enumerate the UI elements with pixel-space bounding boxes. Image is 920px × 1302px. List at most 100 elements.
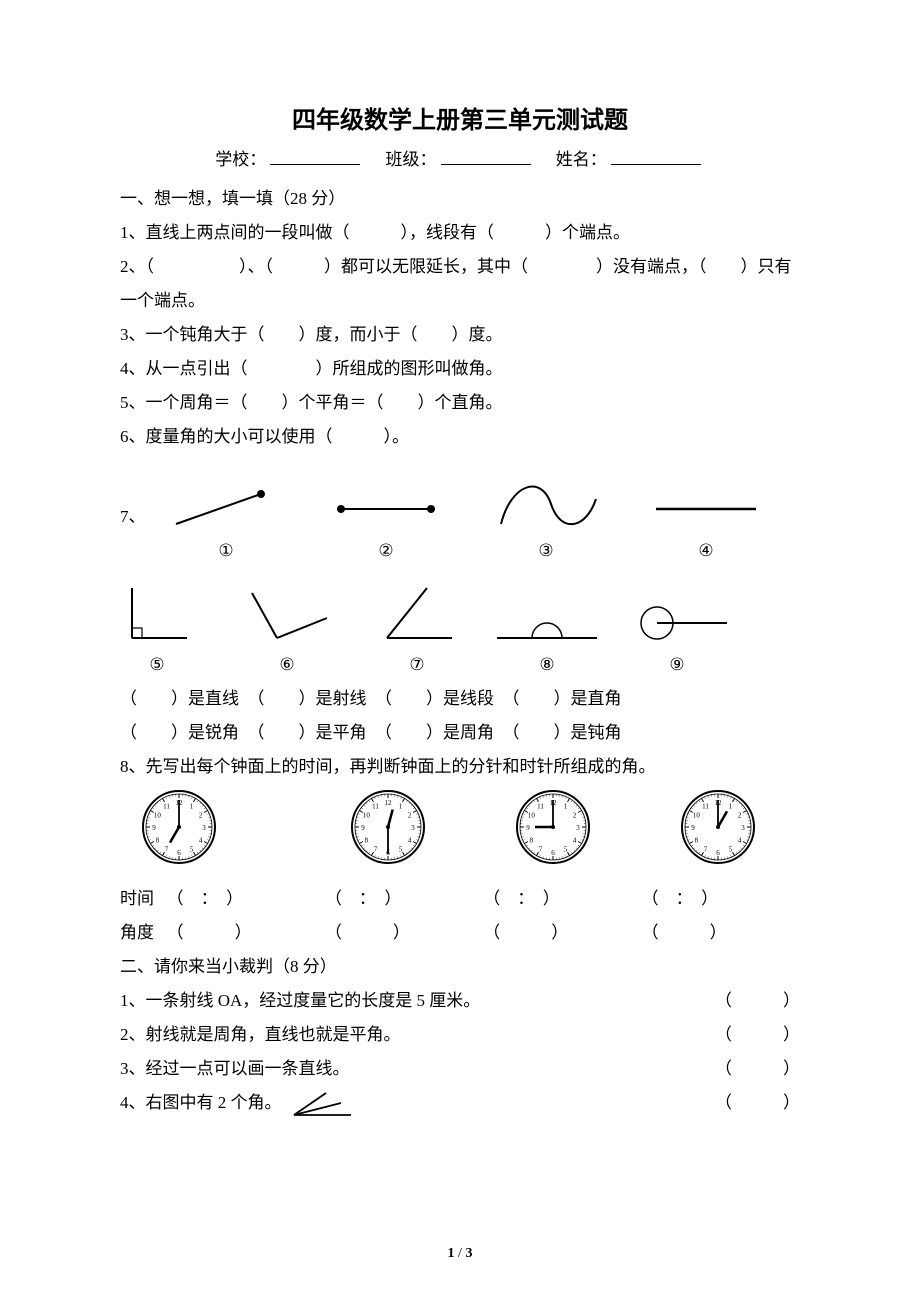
svg-text:9: 9 [361, 824, 365, 832]
fig-label-7: ⑦ [352, 648, 482, 682]
time-cell: （ ： ） [167, 882, 325, 916]
name-blank [611, 164, 701, 165]
svg-text:2: 2 [572, 812, 576, 820]
class-label: 班级： [386, 150, 437, 169]
svg-text:11: 11 [372, 802, 379, 810]
page-footer: 1 / 3 [0, 1246, 920, 1262]
q7-figures: 7、 [120, 464, 800, 682]
svg-text:8: 8 [364, 837, 368, 845]
svg-text:1: 1 [563, 802, 567, 810]
judge-paren: （ ） [700, 984, 800, 1018]
svg-text:3: 3 [411, 824, 415, 832]
segment-icon [326, 484, 446, 534]
svg-text:6: 6 [551, 849, 555, 857]
clock-1: 123456789101112 [120, 788, 305, 878]
fig-7 [352, 578, 482, 648]
svg-text:11: 11 [163, 802, 170, 810]
svg-text:6: 6 [716, 849, 720, 857]
section-2-heading: 二、请你来当小裁判（8 分） [120, 950, 800, 984]
svg-text:9: 9 [152, 824, 156, 832]
svg-text:9: 9 [691, 824, 695, 832]
svg-text:1: 1 [398, 802, 402, 810]
student-info-line: 学校： 班级： 姓名： [120, 145, 800, 170]
judge-text: 1、一条射线 OA，经过度量它的长度是 5 厘米。 [120, 984, 700, 1018]
q6: 6、度量角的大小可以使用（ ）。 [120, 420, 800, 454]
angle-row: 角度 （ ） （ ） （ ） （ ） [120, 916, 800, 950]
clock-icon: 123456789101112 [514, 788, 592, 866]
q5: 5、一个周角＝（ ）个平角＝（ ）个直角。 [120, 386, 800, 420]
judge-paren: （ ） [700, 1052, 800, 1086]
angle-cell: （ ） [167, 916, 325, 950]
svg-text:4: 4 [572, 837, 576, 845]
svg-text:10: 10 [362, 812, 370, 820]
svg-text:10: 10 [692, 812, 700, 820]
page-current: 1 [448, 1246, 455, 1261]
judge-item-4: 4、右图中有 2 个角。 （ ） [120, 1086, 800, 1120]
svg-text:8: 8 [694, 837, 698, 845]
clock-icon: 123456789101112 [679, 788, 757, 866]
straight-angle-icon [492, 598, 602, 648]
fig-2 [306, 464, 466, 534]
curve-icon [486, 474, 606, 534]
angle-label: 角度 [120, 916, 167, 950]
time-label: 时间 [120, 882, 167, 916]
fig-1 [146, 464, 306, 534]
svg-text:11: 11 [702, 802, 709, 810]
judge-paren: （ ） [700, 1018, 800, 1052]
full-angle-icon [622, 593, 732, 648]
fig-label-6: ⑥ [222, 648, 352, 682]
page-sep: / [455, 1246, 466, 1261]
clock-3: 123456789101112 [470, 788, 635, 878]
time-row: 时间 （ ： ） （ ： ） （ ： ） （ ： ） [120, 882, 800, 916]
q3: 3、一个钝角大于（ ）度，而小于（ ）度。 [120, 318, 800, 352]
svg-text:4: 4 [737, 837, 741, 845]
section-1-heading: 一、想一想，填一填（28 分） [120, 182, 800, 216]
fig-5 [92, 578, 222, 648]
angle-small-icon [286, 1089, 356, 1119]
svg-text:3: 3 [741, 824, 745, 832]
fig-label-5: ⑤ [92, 648, 222, 682]
svg-text:7: 7 [703, 846, 707, 854]
classify-line-2: （ ）是锐角 （ ）是平角 （ ）是周角 （ ）是钝角 [120, 716, 800, 750]
page-title: 四年级数学上册第三单元测试题 [120, 100, 800, 135]
fig-label-4: ④ [626, 534, 786, 568]
line-icon [646, 484, 766, 534]
page-total: 3 [465, 1246, 472, 1261]
svg-text:2: 2 [407, 812, 411, 820]
judge-item-1: 1、一条射线 OA，经过度量它的长度是 5 厘米。 （ ） [120, 984, 800, 1018]
judge-text: 4、右图中有 2 个角。 [120, 1086, 700, 1120]
svg-text:11: 11 [537, 802, 544, 810]
clock-2: 123456789101112 [305, 788, 470, 878]
clock-4: 123456789101112 [635, 788, 800, 878]
fig-4 [626, 464, 786, 534]
judge-item-3: 3、经过一点可以画一条直线。 （ ） [120, 1052, 800, 1086]
svg-text:9: 9 [526, 824, 530, 832]
fig-3 [466, 464, 626, 534]
angle-cell: （ ） [642, 916, 800, 950]
judge-text-4: 4、右图中有 2 个角。 [120, 1093, 282, 1112]
clocks-row: 123456789101112 123456789101112 12345678… [120, 788, 800, 878]
classify-line-1: （ ）是直线 （ ）是射线 （ ）是线段 （ ）是直角 [120, 682, 800, 716]
angle-cell: （ ） [325, 916, 483, 950]
q8: 8、先写出每个钟面上的时间，再判断钟面上的分针和时针所组成的角。 [120, 750, 800, 784]
svg-text:4: 4 [199, 837, 203, 845]
svg-text:8: 8 [156, 837, 160, 845]
acute-angle-icon [372, 578, 462, 648]
svg-text:2: 2 [737, 812, 741, 820]
svg-text:3: 3 [202, 824, 206, 832]
svg-text:6: 6 [177, 849, 181, 857]
judge-text: 2、射线就是周角，直线也就是平角。 [120, 1018, 700, 1052]
fig-label-1: ① [146, 534, 306, 568]
svg-text:12: 12 [384, 799, 392, 807]
judge-paren: （ ） [700, 1086, 800, 1120]
name-label: 姓名： [556, 150, 607, 169]
angle-cell: （ ） [483, 916, 641, 950]
q1: 1、直线上两点间的一段叫做（ ），线段有（ ）个端点。 [120, 216, 800, 250]
fig-9 [612, 578, 742, 648]
fig-8 [482, 578, 612, 648]
obtuse-angle-icon [242, 578, 332, 648]
right-angle-icon [117, 578, 197, 648]
svg-text:7: 7 [373, 846, 377, 854]
svg-text:1: 1 [728, 802, 732, 810]
ray-icon [166, 484, 286, 534]
